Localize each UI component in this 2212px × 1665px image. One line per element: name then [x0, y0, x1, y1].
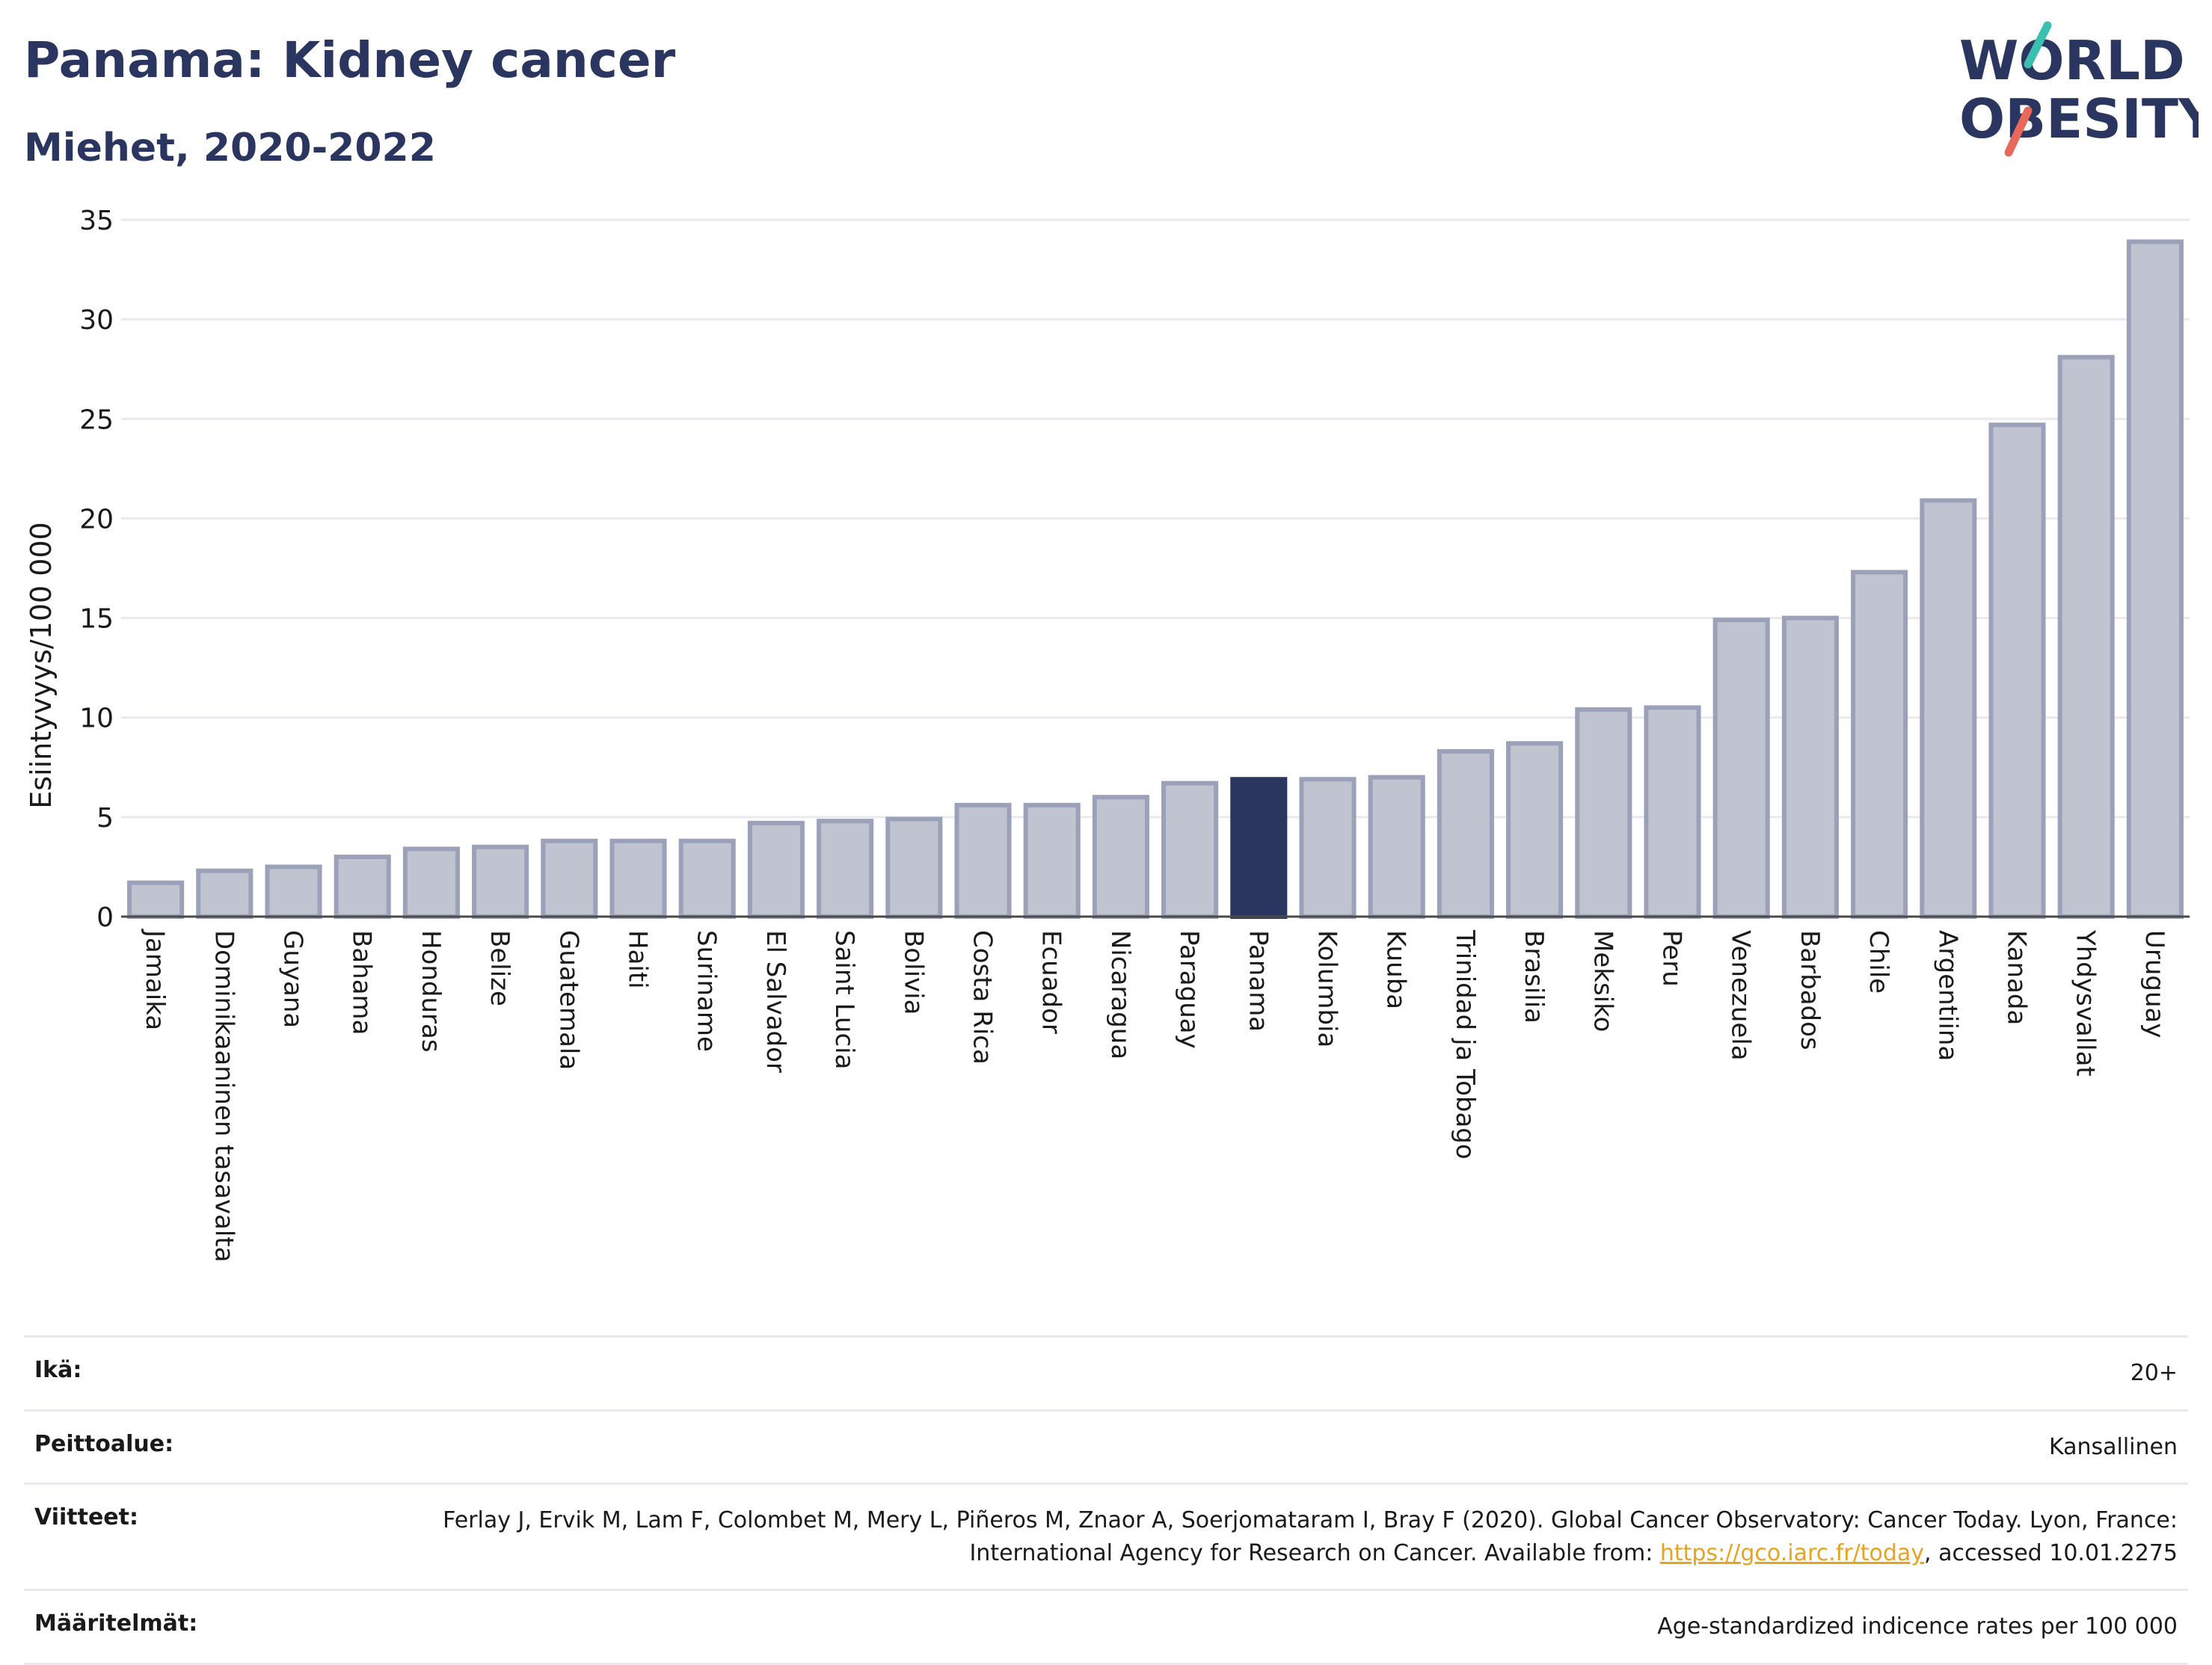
- bar: [1988, 422, 2046, 919]
- meta-row-coverage: Peittoalue: Kansallinen: [24, 1409, 2188, 1483]
- bar: [196, 868, 254, 919]
- bar: [127, 880, 185, 920]
- x-tick-label: Jamaika: [140, 929, 170, 1030]
- y-tick-label: 0: [96, 902, 114, 933]
- x-tick-label: Venezuela: [1726, 930, 1756, 1061]
- bar: [2057, 354, 2115, 920]
- x-tick-label: Brasilia: [1519, 930, 1549, 1024]
- y-tick-label: 25: [79, 404, 114, 435]
- bar-chart: 0 5 10 15 20 25 30 35 Jamaika Dominikaaninen tas…: [25, 206, 2190, 1262]
- logo-line1: WORLD: [1959, 29, 2185, 92]
- bar: [402, 846, 460, 920]
- bar: [1092, 795, 1149, 919]
- y-tick-label: 15: [79, 604, 114, 635]
- bar: [1506, 741, 1564, 919]
- references-label: Viitteet:: [34, 1504, 138, 1530]
- x-tick-label: Barbados: [1795, 930, 1825, 1050]
- bar: [885, 816, 943, 920]
- references-value: Ferlay J, Ervik M, Lam F, Colombet M, Me…: [383, 1504, 2178, 1569]
- x-tick-label: Costa Rica: [968, 930, 998, 1065]
- x-tick-label: Panama: [1243, 930, 1273, 1032]
- definitions-label: Määritelmät:: [34, 1610, 198, 1637]
- x-tick-label: Haiti: [623, 930, 653, 989]
- x-tick-label: Belize: [485, 930, 514, 1006]
- definitions-value: Age-standardized indicence rates per 100…: [1657, 1613, 2178, 1640]
- bar: [1920, 498, 1977, 919]
- chart-title: Panama: Kidney cancer: [24, 31, 676, 89]
- y-tick-label: 10: [79, 704, 114, 734]
- y-tick-label: 20: [79, 504, 114, 535]
- x-tick-label: Kuuba: [1381, 930, 1411, 1009]
- x-tick-label: Dominikaaninen tasavalta: [209, 930, 239, 1262]
- bar: [334, 855, 391, 919]
- x-tick-label: Argentiina: [1932, 930, 1962, 1061]
- x-tick-label: Uruguay: [2139, 930, 2169, 1038]
- age-label: Ikä:: [34, 1357, 82, 1383]
- x-tick-label: Trinidad ja Tobago: [1450, 929, 1480, 1160]
- bar: [1712, 618, 1770, 920]
- x-tick-label: Suriname: [692, 930, 722, 1052]
- x-tick-label: Saint Lucia: [829, 930, 859, 1069]
- x-tick-label: Guatemala: [553, 930, 583, 1070]
- logo-line2: OBESITY: [1959, 87, 2199, 150]
- world-obesity-logo: WORLD OBESITY: [1944, 19, 2212, 161]
- bar: [541, 838, 598, 919]
- bar: [1437, 748, 1494, 919]
- meta-row-age: Ikä: 20+: [24, 1335, 2188, 1409]
- y-tick-label: 5: [96, 803, 114, 834]
- bars: [127, 239, 2184, 920]
- bar: [265, 864, 322, 920]
- y-axis-title: Esiintyvyys/100 000: [25, 522, 58, 809]
- x-tick-label: Guyana: [278, 930, 308, 1028]
- x-tick-label: Peru: [1657, 930, 1687, 987]
- x-tick-label: Kolumbia: [1312, 930, 1342, 1047]
- bar: [1851, 570, 1908, 920]
- references-text: Ferlay J, Ervik M, Lam F, Colombet M, Me…: [443, 1507, 2178, 1566]
- x-tick-label: Nicaragua: [1105, 930, 1135, 1059]
- age-value: 20+: [2130, 1360, 2178, 1386]
- y-axis-ticks: 0 5 10 15 20 25 30 35: [79, 206, 114, 933]
- bar: [1161, 781, 1219, 920]
- bar: [817, 819, 874, 920]
- x-tick-label: Bahama: [347, 930, 377, 1035]
- x-tick-label: Paraguay: [1174, 930, 1204, 1049]
- x-tick-label: El Salvador: [761, 930, 790, 1073]
- bar: [1781, 615, 1839, 919]
- bar: [1575, 707, 1632, 919]
- coverage-value: Kansallinen: [2048, 1433, 2178, 1460]
- x-tick-label: Bolivia: [898, 930, 928, 1015]
- bar: [1368, 775, 1425, 919]
- bar: [1299, 777, 1357, 919]
- references-link[interactable]: https://gco.iarc.fr/today: [1659, 1539, 1925, 1566]
- meta-row-definitions: Määritelmät: Age-standardized indicence …: [24, 1589, 2188, 1665]
- x-tick-label: Kanada: [2002, 930, 2032, 1025]
- x-tick-label: Chile: [1864, 930, 1893, 994]
- references-accessed: , accessed 10.01.2275: [1924, 1539, 2178, 1566]
- y-tick-label: 30: [79, 305, 114, 336]
- y-tick-label: 35: [79, 206, 114, 236]
- x-tick-label: Meksiko: [1588, 930, 1617, 1032]
- logo-slash-red: [2004, 106, 2033, 157]
- bar: [678, 838, 736, 919]
- coverage-label: Peittoalue:: [34, 1430, 174, 1457]
- bar: [2126, 239, 2184, 919]
- bar: [1023, 802, 1081, 919]
- x-tick-label: Ecuador: [1036, 930, 1066, 1034]
- bar: [954, 802, 1012, 919]
- meta-row-references: Viitteet: Ferlay J, Ervik M, Lam F, Colo…: [24, 1483, 2188, 1589]
- chart-subtitle: Miehet, 2020-2022: [24, 126, 436, 170]
- x-tick-label: Yhdysvallat: [2071, 929, 2101, 1077]
- x-tick-label: Honduras: [416, 930, 446, 1053]
- logo-slash-teal: [2024, 21, 2052, 69]
- bar: [1644, 705, 1701, 920]
- bar: [609, 838, 667, 919]
- bar: [747, 820, 805, 919]
- metadata-table: Ikä: 20+ Peittoalue: Kansallinen Viittee…: [24, 1335, 2188, 1665]
- bar: [472, 844, 529, 920]
- x-axis-labels: Jamaika Dominikaaninen tasavalta Guyana Bah…: [140, 929, 2169, 1262]
- bar: [1230, 777, 1288, 919]
